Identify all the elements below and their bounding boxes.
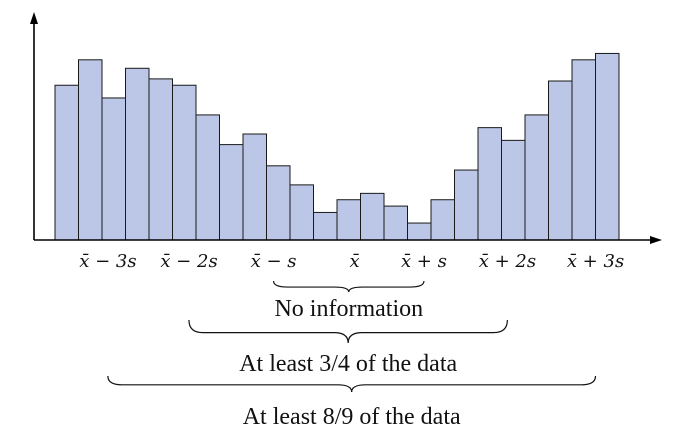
tick-label: x̄ + s bbox=[401, 251, 447, 272]
tick-labels-group: x̄ − 3s x̄ − 2s x̄ − s x̄ x̄ + s x̄ + 2s x̄ + … bbox=[79, 251, 624, 272]
bars-group bbox=[54, 52, 620, 241]
tick-label: x̄ − s bbox=[251, 251, 297, 272]
histogram-bar bbox=[336, 199, 361, 241]
histogram-bar bbox=[125, 67, 150, 241]
y-axis-arrowhead bbox=[30, 12, 38, 24]
histogram-bar bbox=[266, 165, 291, 241]
histogram-bar bbox=[78, 59, 103, 241]
brackets-group: No information At least 3/4 of the data At… bbox=[107, 280, 597, 430]
tick-label: x̄ − 3s bbox=[79, 251, 136, 272]
histogram-bar bbox=[195, 114, 220, 241]
curly-brace bbox=[188, 319, 508, 344]
bracket-label: At least 8/9 of the data bbox=[243, 404, 461, 430]
x-axis-arrowhead bbox=[650, 236, 662, 244]
curly-brace bbox=[272, 280, 425, 293]
histogram-bar bbox=[289, 184, 314, 241]
tick-label: x̄ − 2s bbox=[160, 251, 217, 272]
histogram-bar bbox=[571, 59, 596, 241]
histogram-bar bbox=[242, 133, 267, 241]
histogram-bar bbox=[360, 192, 385, 241]
histogram-bar bbox=[477, 127, 502, 241]
histogram-bar bbox=[383, 205, 408, 241]
histogram-bar bbox=[54, 84, 79, 241]
histogram-bar bbox=[313, 211, 338, 241]
tick-label: x̄ bbox=[350, 251, 360, 272]
tick-label: x̄ + 2s bbox=[479, 251, 536, 272]
histogram-bar bbox=[407, 222, 432, 241]
histogram-bar bbox=[595, 52, 620, 241]
histogram-bar bbox=[454, 169, 479, 241]
bracket-label: No information bbox=[274, 296, 423, 322]
bracket-label: At least 3/4 of the data bbox=[239, 351, 457, 377]
histogram-bar bbox=[148, 78, 173, 241]
histogram-bar bbox=[430, 199, 455, 241]
histogram-bar bbox=[501, 139, 526, 241]
curly-brace bbox=[107, 375, 597, 393]
histogram-bar bbox=[219, 144, 244, 241]
histogram-bar bbox=[172, 84, 197, 241]
histogram-bar bbox=[524, 114, 549, 241]
tick-label: x̄ + 3s bbox=[567, 251, 624, 272]
histogram-bar bbox=[101, 97, 126, 241]
histogram-bar bbox=[548, 80, 573, 241]
